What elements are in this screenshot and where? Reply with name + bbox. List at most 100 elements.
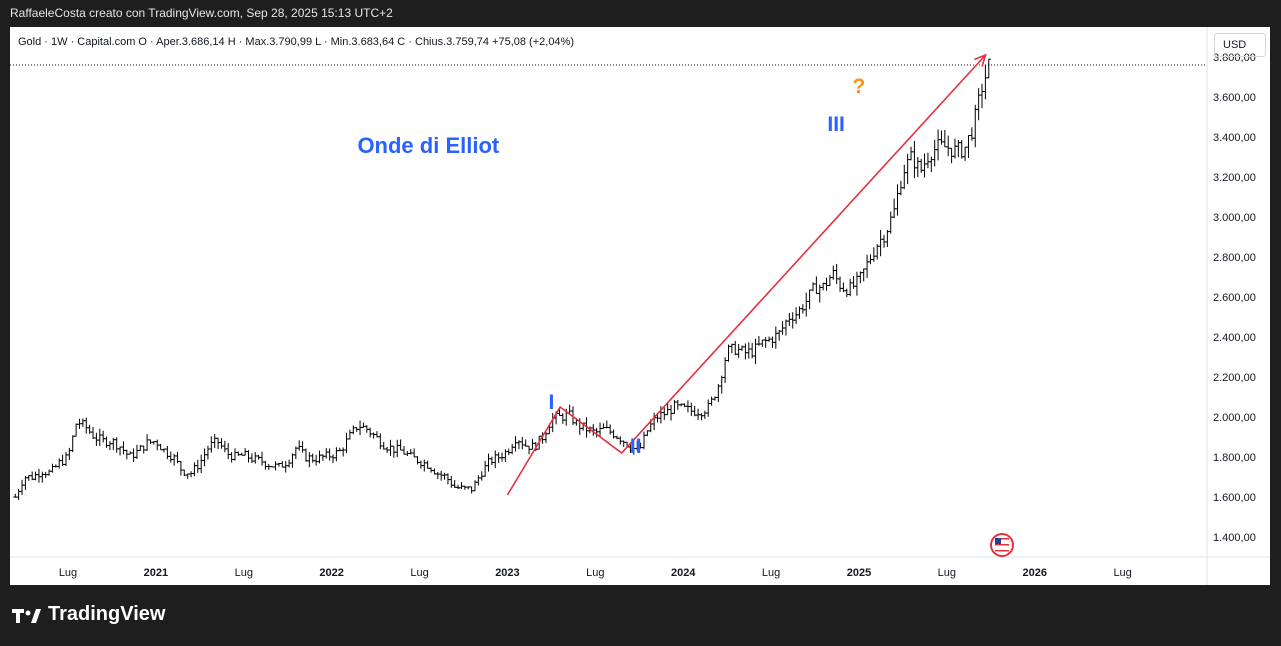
ohlc-bar [976, 88, 981, 121]
ohlc-bar [483, 460, 488, 477]
ohlc-bar [709, 396, 714, 406]
ohlc-bar [848, 278, 853, 297]
ohlc-bar [94, 432, 99, 446]
price-tick-label: 3.000,00 [1213, 212, 1256, 224]
ohlc-bar [327, 448, 332, 461]
ohlc-bar [114, 437, 119, 453]
ohlc-bar [415, 456, 420, 465]
ohlc-bar [952, 138, 957, 159]
ohlc-bar [520, 436, 525, 450]
ohlc-bar [932, 139, 937, 167]
ohlc-bar [246, 450, 251, 463]
ohlc-bar [317, 450, 322, 464]
ohlc-bar [121, 441, 126, 455]
ohlc-bar [493, 450, 498, 469]
ohlc-bar [388, 439, 393, 456]
ohlc-bar [861, 268, 866, 282]
ohlc-bar [489, 456, 494, 465]
ohlc-bar [229, 452, 234, 463]
ohlc-bar [236, 451, 241, 456]
ohlc-bar [101, 430, 106, 443]
price-tick-label: 1.400,00 [1213, 532, 1256, 544]
ohlc-bar [398, 439, 403, 451]
ohlc-bar [435, 471, 440, 480]
ohlc-bar [949, 147, 954, 164]
ohlc-bar [513, 436, 518, 452]
ohlc-bar [158, 443, 163, 451]
chart-panel: Onde di Elliot I II III? 1.400,00 1.600,00 1.… [10, 27, 1270, 585]
ohlc-bar [297, 440, 302, 451]
ohlc-bar [185, 473, 190, 479]
price-tick-label: 2.200,00 [1213, 372, 1256, 384]
ohlc-bar [222, 440, 227, 453]
time-tick-label: 2025 [847, 567, 871, 579]
ohlc-bar [510, 443, 515, 455]
ohlc-bar [831, 265, 836, 280]
ohlc-bar [192, 462, 197, 477]
ohlc-bar [209, 436, 214, 453]
ohlc-bar [865, 254, 870, 279]
ohlc-bar [885, 230, 890, 248]
tradingview-brand[interactable]: TradingView [12, 603, 165, 626]
time-tick-label: 2024 [671, 567, 696, 579]
ohlc-bar [986, 58, 991, 79]
ohlc-bar [452, 480, 457, 488]
ohlc-bar [959, 139, 964, 159]
price-tick-label: 3.600,00 [1213, 92, 1256, 104]
ohlc-bar [263, 461, 268, 470]
ohlc-bar [702, 410, 707, 419]
ohlc-bar [50, 463, 55, 473]
price-tick-label: 3.800,00 [1213, 52, 1256, 64]
price-tick-label: 2.600,00 [1213, 292, 1256, 304]
ohlc-bar [946, 135, 951, 157]
ohlc-bar [361, 422, 366, 428]
ohlc-bar [216, 437, 221, 450]
ohlc-bar [320, 454, 325, 461]
symbol-legend[interactable]: Gold · 1W · Capital.com O · Aper.3.686,1… [18, 36, 574, 48]
ohlc-bar [168, 451, 173, 463]
time-tick-label: Lug [762, 567, 780, 579]
ohlc-bars [13, 58, 991, 501]
ohlc-bar [439, 470, 444, 481]
ohlc-bar [165, 445, 170, 460]
ohlc-bar [939, 130, 944, 145]
ohlc-bar [53, 464, 58, 468]
ohlc-bar [408, 449, 413, 455]
ohlc-bar [760, 339, 765, 347]
ohlc-bar [16, 488, 21, 501]
ohlc-bar [314, 454, 319, 466]
wave-1-label: I [548, 391, 554, 414]
ohlc-bar [804, 292, 809, 317]
elliott-trend-line [506, 53, 987, 496]
ohlc-bar [621, 440, 626, 448]
ohlc-bar [733, 340, 738, 356]
ohlc-bar [905, 153, 910, 184]
ohlc-bar [418, 460, 423, 469]
currency-selector[interactable]: USD [1214, 33, 1266, 57]
ohlc-bar [527, 445, 532, 455]
time-tick-label: Lug [586, 567, 604, 579]
ohlc-bar [740, 345, 745, 351]
ohlc-bar [63, 451, 68, 466]
ohlc-bar [20, 479, 25, 495]
brand-name: TradingView [48, 603, 166, 625]
ohlc-bar [763, 337, 768, 348]
ohlc-bar [726, 344, 731, 362]
ohlc-bar [834, 263, 839, 285]
ohlc-bar [67, 447, 72, 460]
ohlc-bar [189, 471, 194, 478]
ohlc-bar [807, 289, 812, 310]
ohlc-bar [723, 357, 728, 383]
price-tick-label: 3.400,00 [1213, 132, 1256, 144]
price-axis: 1.400,00 1.600,00 1.800,00 2.000,00 2.200,00… [1206, 27, 1256, 585]
ohlc-bar [689, 402, 694, 417]
ohlc-bar [205, 445, 210, 460]
ohlc-bar [608, 424, 613, 435]
ohlc-bar [925, 152, 930, 169]
price-tick-label: 2.000,00 [1213, 412, 1256, 424]
ohlc-bar [969, 127, 974, 141]
ohlc-bar [827, 274, 832, 287]
ohlc-bar [736, 343, 741, 358]
ohlc-bar [814, 276, 819, 294]
